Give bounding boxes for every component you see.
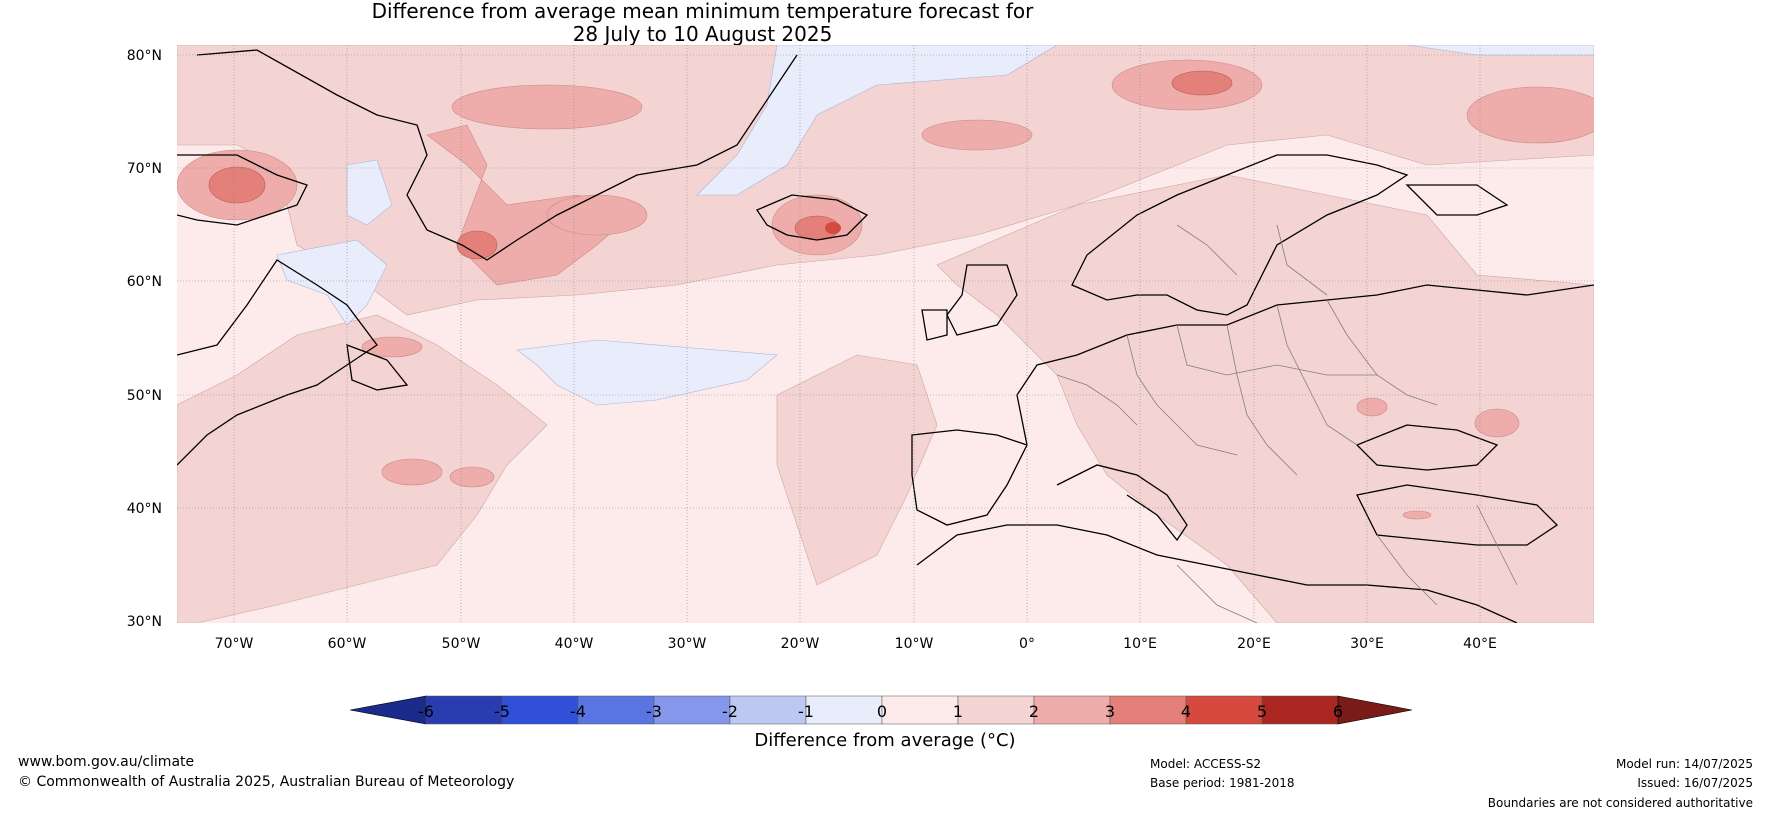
title-line-2: 28 July to 10 August 2025 xyxy=(572,22,833,46)
colorbar-extend-max xyxy=(1337,695,1413,725)
colorbar-segment xyxy=(653,695,731,725)
colorbar-tick-label: 3 xyxy=(1104,702,1116,721)
colorbar-tick-label: 0 xyxy=(876,702,888,721)
anomaly-band-4-5 xyxy=(825,222,841,234)
country-borders xyxy=(1056,224,1518,624)
lat-label-50n: 50°N xyxy=(126,388,162,404)
graticule xyxy=(177,45,1594,623)
colorbar-tick-label: 2 xyxy=(1028,702,1040,721)
colorbar-segment xyxy=(1109,695,1187,725)
colorbar-segment xyxy=(881,695,959,725)
colorbar-tick-label: -4 xyxy=(570,702,586,721)
colorbar-segment xyxy=(729,695,807,725)
lat-label-70n: 70°N xyxy=(126,161,162,177)
colorbar-tick-label: -1 xyxy=(798,702,814,721)
lat-label-80n: 80°N xyxy=(126,48,162,64)
colorbar-tick-label: 5 xyxy=(1256,702,1268,721)
colorbar xyxy=(350,695,1413,725)
footer-model-run: Model run: 14/07/2025 xyxy=(1615,757,1753,771)
colorbar-tick-label: 4 xyxy=(1180,702,1192,721)
lon-label-60w: 60°W xyxy=(327,636,367,652)
lon-label-0: 0° xyxy=(1019,636,1035,652)
footer-base-period: Base period: 1981-2018 xyxy=(1150,776,1295,790)
footer-disclaimer: Boundaries are not considered authoritat… xyxy=(1487,796,1753,810)
lon-label-10e: 10°E xyxy=(1123,636,1157,652)
lon-label-40e: 40°E xyxy=(1463,636,1497,652)
footer-model: Model: ACCESS-S2 xyxy=(1150,757,1262,771)
colorbar-segment xyxy=(1033,695,1111,725)
lon-label-30e: 30°E xyxy=(1350,636,1384,652)
lon-label-50w: 50°W xyxy=(441,636,481,652)
coastlines xyxy=(176,49,1595,624)
colorbar-tick-label: -5 xyxy=(494,702,510,721)
colorbar-segment xyxy=(1261,695,1339,725)
lon-label-10w: 10°W xyxy=(894,636,934,652)
lon-label-20e: 20°E xyxy=(1237,636,1271,652)
lon-label-70w: 70°W xyxy=(214,636,254,652)
colorbar-segment xyxy=(425,695,503,725)
map-title: Difference from average mean minimum tem… xyxy=(0,0,1405,46)
anomaly-band-neg-1-0 xyxy=(276,44,1595,406)
colorbar-tick-label: 1 xyxy=(952,702,964,721)
footer-website: www.bom.gov.au/climate xyxy=(18,754,195,770)
lon-label-40w: 40°W xyxy=(554,636,594,652)
lat-label-60n: 60°N xyxy=(126,274,162,290)
colorbar-tick-label: -2 xyxy=(722,702,738,721)
temperature-anomaly-map xyxy=(176,44,1608,624)
colorbar-tick-label: -3 xyxy=(646,702,662,721)
lon-label-30w: 30°W xyxy=(667,636,707,652)
colorbar-tick-label: 6 xyxy=(1332,702,1344,721)
map-svg xyxy=(176,44,1608,624)
footer-issued: Issued: 16/07/2025 xyxy=(1637,776,1753,790)
lon-label-20w: 20°W xyxy=(780,636,820,652)
colorbar-label: Difference from average (°C) xyxy=(754,730,1016,751)
colorbar-tick-label: -6 xyxy=(418,702,434,721)
lat-label-40n: 40°N xyxy=(126,501,162,517)
lat-label-30n: 30°N xyxy=(126,614,162,630)
colorbar-segment xyxy=(805,695,883,725)
anomaly-band-3-4 xyxy=(208,70,1233,260)
footer-copyright: © Commonwealth of Australia 2025, Austra… xyxy=(18,774,515,790)
title-line-1: Difference from average mean minimum tem… xyxy=(371,0,1034,23)
